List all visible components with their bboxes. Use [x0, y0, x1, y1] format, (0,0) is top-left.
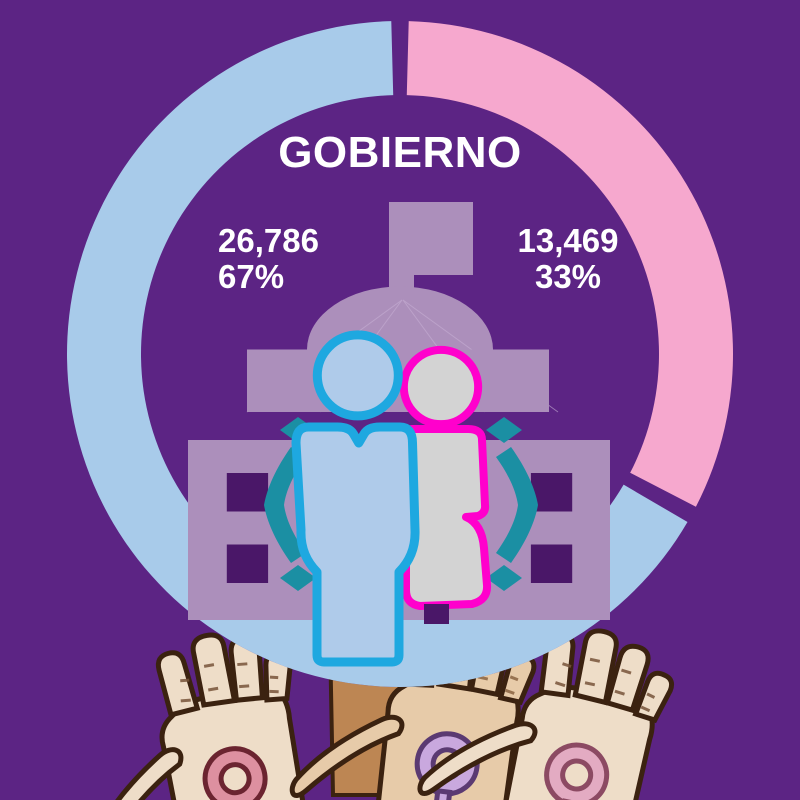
svg-text:GOBIERNO: GOBIERNO [278, 128, 522, 177]
svg-text:13,469: 13,469 [518, 222, 619, 259]
svg-text:67%: 67% [218, 258, 284, 295]
svg-text:33%: 33% [535, 258, 601, 295]
svg-text:26,786: 26,786 [218, 222, 319, 259]
